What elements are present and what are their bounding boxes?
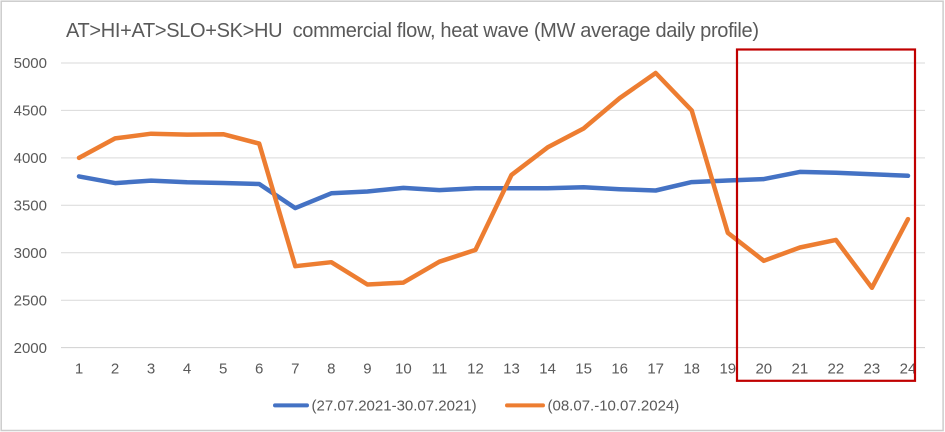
svg-text:4000: 4000 (14, 150, 47, 167)
svg-text:1: 1 (75, 361, 83, 378)
svg-text:23: 23 (864, 361, 881, 378)
svg-text:14: 14 (539, 361, 556, 378)
svg-text:16: 16 (611, 361, 628, 378)
svg-text:8: 8 (327, 361, 335, 378)
svg-text:5000: 5000 (14, 55, 47, 72)
svg-text:12: 12 (467, 361, 484, 378)
svg-text:(27.07.2021-30.07.2021): (27.07.2021-30.07.2021) (312, 397, 477, 414)
svg-text:2: 2 (111, 361, 119, 378)
svg-text:5: 5 (219, 361, 227, 378)
svg-text:24: 24 (900, 361, 917, 378)
svg-text:22: 22 (828, 361, 845, 378)
svg-text:AT>HI+AT>SLO+SK>HU commercial: AT>HI+AT>SLO+SK>HU commercial flow, heat… (66, 20, 759, 42)
svg-text:(08.07.-10.07.2024): (08.07.-10.07.2024) (548, 397, 680, 414)
svg-text:21: 21 (792, 361, 809, 378)
svg-text:4: 4 (183, 361, 191, 378)
svg-text:10: 10 (395, 361, 412, 378)
svg-text:13: 13 (503, 361, 520, 378)
svg-text:3: 3 (147, 361, 155, 378)
svg-text:11: 11 (432, 361, 448, 378)
svg-text:3000: 3000 (14, 245, 47, 262)
svg-text:9: 9 (363, 361, 371, 378)
svg-text:18: 18 (683, 361, 700, 378)
svg-text:7: 7 (291, 361, 299, 378)
svg-text:2000: 2000 (14, 340, 47, 357)
svg-text:2500: 2500 (14, 292, 47, 309)
svg-text:4500: 4500 (14, 103, 47, 120)
svg-text:3500: 3500 (14, 198, 47, 215)
svg-text:17: 17 (647, 361, 664, 378)
svg-text:6: 6 (255, 361, 263, 378)
svg-text:15: 15 (575, 361, 592, 378)
svg-text:20: 20 (755, 361, 772, 378)
svg-text:19: 19 (719, 361, 736, 378)
